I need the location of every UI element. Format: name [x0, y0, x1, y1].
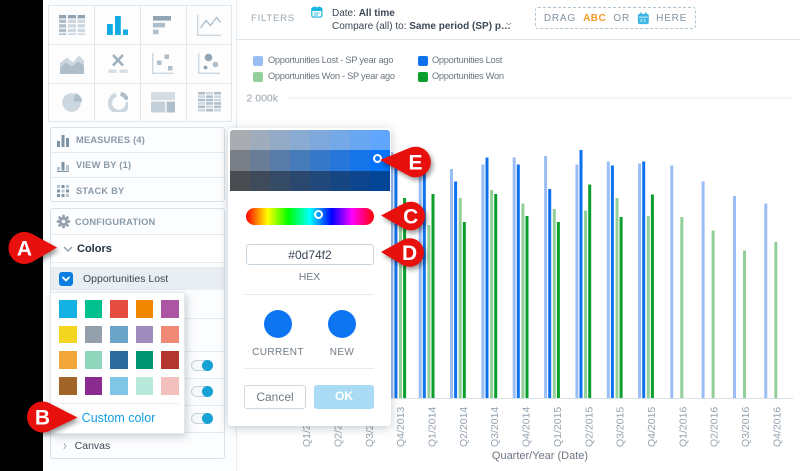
svg-text:Q1/2016: Q1/2016 — [677, 407, 689, 447]
svg-text:Q1/2015: Q1/2015 — [552, 407, 564, 447]
svg-text:Q2/2014: Q2/2014 — [458, 407, 470, 447]
svg-text:E: E — [408, 152, 422, 175]
svg-text:A: A — [17, 238, 32, 261]
svg-text:Q2/2015: Q2/2015 — [583, 407, 595, 447]
svg-text:Q4/2015: Q4/2015 — [646, 407, 658, 447]
svg-text:2 000k: 2 000k — [246, 93, 278, 105]
svg-text:C: C — [403, 206, 418, 229]
svg-text:Quarter/Year (Date): Quarter/Year (Date) — [492, 450, 588, 462]
svg-text:B: B — [35, 407, 50, 430]
svg-text:Q4/2013: Q4/2013 — [395, 407, 407, 447]
svg-text:D: D — [402, 242, 417, 265]
svg-text:Q3/2016: Q3/2016 — [740, 407, 752, 447]
svg-text:Q1/2014: Q1/2014 — [427, 407, 439, 447]
svg-text:Q3/2015: Q3/2015 — [615, 407, 627, 447]
svg-text:Q4/2014: Q4/2014 — [521, 407, 533, 447]
svg-text:Q3/2014: Q3/2014 — [489, 407, 501, 447]
svg-text:Q2/2016: Q2/2016 — [709, 407, 721, 447]
svg-text:21: 21 — [640, 18, 647, 24]
svg-text:Q4/2016: Q4/2016 — [771, 407, 783, 447]
